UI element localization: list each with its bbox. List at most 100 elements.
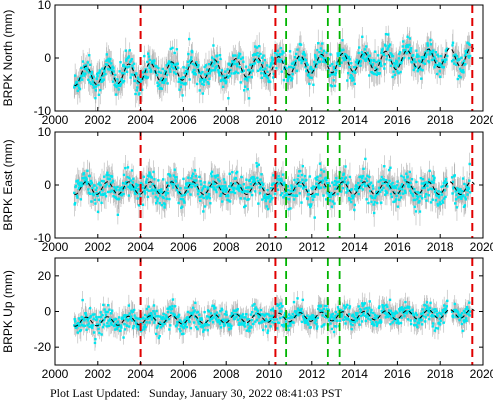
data-point [402,185,406,188]
data-point [298,58,301,62]
data-point [202,196,205,200]
data-point [258,60,261,63]
data-point [128,49,131,52]
data-point [302,50,305,54]
data-point [206,68,209,71]
data-point [259,308,263,312]
data-point [445,58,448,61]
data-point [106,303,110,307]
data-point [445,47,449,51]
data-point [364,59,367,62]
model-curve [74,46,475,87]
data-point [171,46,174,50]
y-tick-label: 10 [38,0,52,12]
data-point [416,69,419,73]
data-point [122,336,125,339]
x-tick-label: 2018 [427,113,454,127]
data-point [279,60,282,63]
data-point [153,178,156,181]
x-tick-label: 2002 [84,113,111,127]
data-point [237,187,241,191]
data-point [239,53,242,56]
data-point [270,62,273,65]
x-tick-label: 2016 [384,240,411,254]
data-point [369,60,372,63]
data-point [466,48,470,52]
data-point [452,58,455,62]
data-point [260,173,263,176]
data-point [169,174,172,178]
data-point [311,198,315,201]
data-point [92,75,95,78]
data-point [264,196,267,199]
data-point [210,172,213,175]
data-point [203,310,206,314]
data-point [357,181,360,185]
data-point [355,189,359,193]
data-point [437,196,441,199]
data-point [363,184,367,188]
data-point [409,50,412,53]
data-point [126,166,130,169]
data-point [109,317,112,321]
data-point [108,68,112,71]
data-point [261,61,264,65]
data-point [78,181,82,185]
data-point [153,59,156,63]
data-point [73,86,76,89]
data-point [276,59,279,63]
data-point [272,72,275,76]
data-point [165,73,169,77]
data-point [204,185,207,189]
data-point [142,175,146,179]
data-point [312,68,316,72]
data-point [133,314,136,317]
data-point [194,315,198,319]
data-point [212,44,215,47]
data-point [224,319,227,323]
data-point [210,170,214,174]
data-point [86,169,89,173]
data-point [104,313,108,317]
data-point [156,84,160,88]
data-point [182,332,185,335]
data-point [201,187,205,190]
data-point [186,181,189,185]
data-point [235,65,239,68]
data-point [258,191,262,195]
data-point [280,192,284,195]
data-point [450,60,454,63]
data-point [243,321,246,324]
data-point [217,320,220,324]
data-point [123,322,126,326]
data-point [253,307,257,311]
data-point [240,315,243,318]
data-point [262,187,265,190]
data-point [222,77,226,81]
data-point [167,307,170,310]
data-point [387,45,391,48]
data-point [353,203,356,207]
data-point [157,179,160,182]
data-point [401,188,404,191]
data-point [264,199,268,203]
data-point [130,73,133,76]
data-point [194,64,197,67]
data-point [374,66,377,69]
data-point [165,181,169,185]
data-point [455,193,458,196]
data-point [340,61,343,64]
data-points [73,297,472,345]
data-point [87,71,90,74]
data-point [428,178,431,181]
data-point [341,56,345,60]
data-point [85,69,89,72]
data-point [432,178,436,181]
data-point [365,179,369,183]
data-point [451,41,455,44]
data-point [158,189,161,192]
data-point [453,202,457,205]
data-point [255,46,259,49]
data-point [388,43,392,46]
